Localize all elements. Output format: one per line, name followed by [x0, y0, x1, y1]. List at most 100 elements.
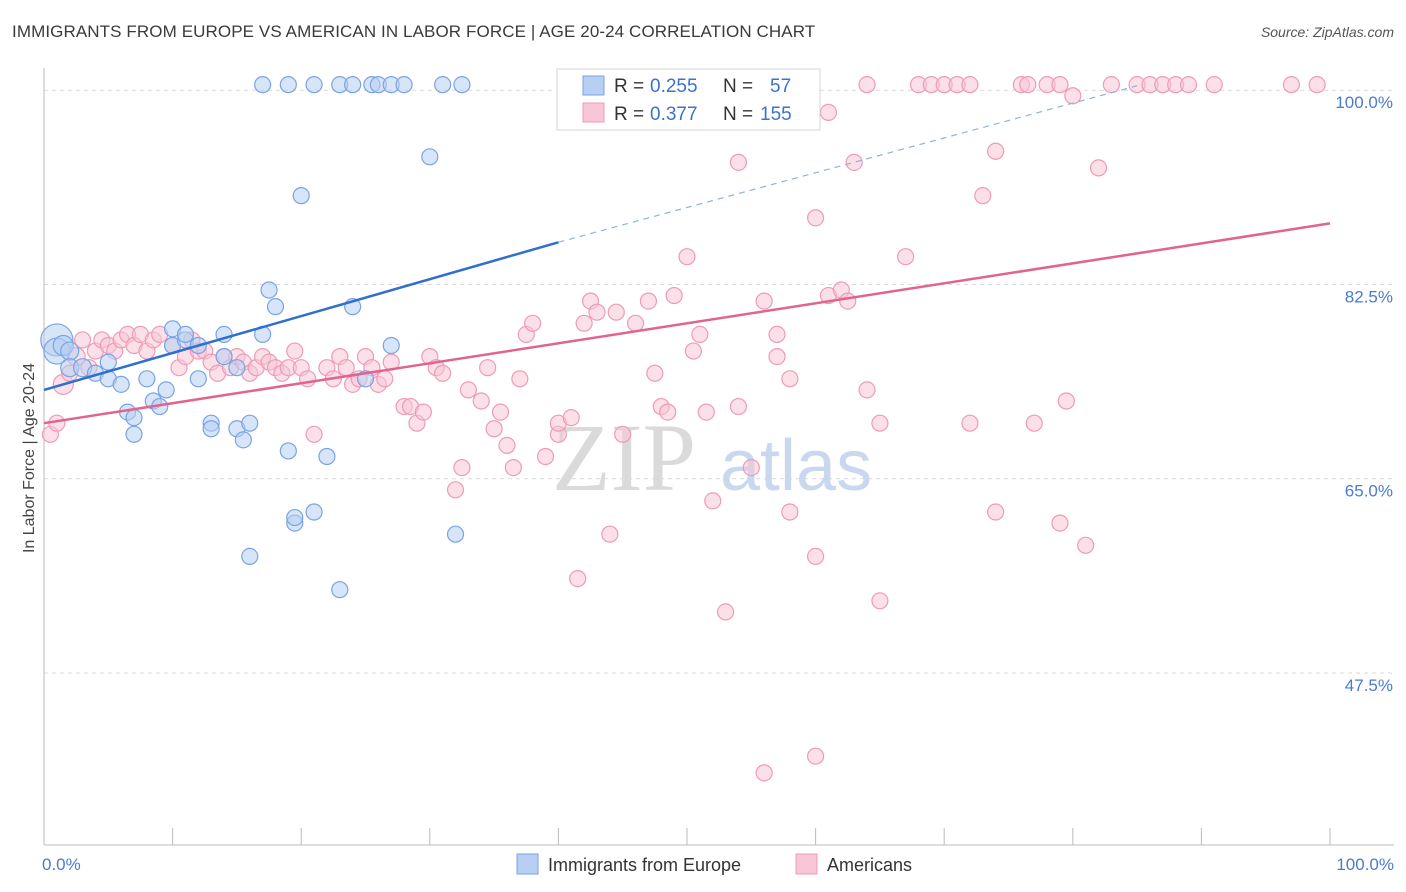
data-point — [1179, 76, 1198, 94]
data-point — [305, 503, 323, 521]
data-point — [729, 153, 748, 171]
data-point — [189, 370, 207, 388]
data-point — [1064, 87, 1082, 105]
data-point — [524, 314, 542, 332]
data-point — [961, 414, 979, 432]
data-point — [376, 370, 394, 388]
data-point — [1102, 76, 1120, 94]
data-point — [318, 447, 336, 466]
data-point — [479, 359, 497, 377]
data-point — [768, 325, 786, 343]
data-point — [504, 459, 522, 477]
data-point — [575, 314, 593, 332]
data-point — [961, 76, 979, 94]
data-point — [234, 431, 252, 449]
data-point — [1205, 76, 1223, 94]
data-point — [806, 547, 825, 566]
data-point — [742, 459, 760, 477]
legend-r-label-americans: R = — [614, 104, 644, 125]
data-point — [279, 76, 297, 94]
data-point — [241, 414, 259, 432]
trend-line-europe-extension — [558, 85, 1138, 243]
y-tick-label: 100.0% — [1335, 93, 1393, 112]
data-point — [588, 303, 606, 321]
data-point — [125, 409, 143, 427]
data-point — [485, 420, 503, 438]
data-point — [665, 286, 683, 305]
series-points-americans — [41, 76, 1326, 782]
grid-lines — [44, 89, 1394, 674]
data-point — [60, 341, 80, 361]
data-point — [1051, 76, 1069, 94]
x-tick-marks — [172, 828, 1331, 845]
data-point — [138, 370, 156, 388]
data-point — [395, 76, 413, 94]
data-point — [697, 403, 715, 421]
data-point — [446, 481, 465, 499]
data-point — [453, 459, 471, 477]
data-point — [659, 403, 677, 421]
data-point — [871, 414, 889, 432]
data-point — [974, 187, 992, 205]
data-point — [414, 403, 432, 421]
y-tick-label: 82.5% — [1345, 287, 1393, 306]
data-point — [684, 342, 703, 360]
data-point — [678, 248, 696, 266]
data-point — [472, 392, 490, 410]
legend-n-label-europe: N = — [723, 76, 753, 97]
y-tick-label: 47.5% — [1345, 676, 1393, 695]
data-point — [125, 425, 143, 443]
legend-swatch-europe — [582, 75, 605, 96]
data-point — [768, 348, 786, 366]
data-point — [73, 331, 92, 349]
data-point — [781, 370, 799, 388]
data-point — [987, 142, 1005, 160]
data-point — [241, 547, 259, 566]
trend-lines — [43, 85, 1331, 425]
data-point — [305, 425, 323, 443]
data-point — [614, 425, 632, 443]
data-point — [1282, 76, 1301, 94]
data-point — [601, 525, 619, 543]
chart-source: Source: ZipAtlas.com — [1260, 24, 1394, 40]
data-point — [871, 592, 889, 610]
data-point — [562, 409, 580, 427]
data-point — [202, 420, 220, 438]
data-point — [99, 353, 117, 371]
data-point — [819, 103, 838, 122]
axes — [43, 68, 1394, 846]
data-point — [446, 525, 465, 543]
x-tick-label-max: 100.0% — [1336, 855, 1394, 874]
data-point — [1077, 536, 1095, 554]
data-point — [716, 603, 735, 621]
data-point — [729, 397, 748, 416]
data-point — [459, 381, 477, 399]
x-tick-label-min: 0.0% — [42, 855, 81, 874]
data-point — [858, 381, 876, 399]
data-point — [260, 281, 278, 299]
data-point — [286, 342, 304, 360]
legend-r-value-americans: 0.377 — [650, 104, 698, 125]
data-point — [215, 348, 233, 366]
legend-swatch-americans — [582, 102, 605, 123]
data-point — [536, 447, 555, 466]
data-point — [292, 187, 310, 205]
trend-line-europe — [43, 241, 559, 392]
y-axis-label: In Labor Force | Age 20-24 — [21, 363, 38, 553]
data-points — [40, 76, 1326, 782]
chart-title: IMMIGRANTS FROM EUROPE VS AMERICAN IN LA… — [12, 22, 816, 41]
bottom-legend: Immigrants from Europe Americans — [516, 853, 912, 875]
data-point — [755, 292, 773, 310]
data-point — [434, 364, 452, 382]
legend-n-value-europe: 57 — [770, 76, 791, 97]
bottom-legend-label-europe: Immigrants from Europe — [548, 855, 741, 875]
data-point — [176, 325, 195, 343]
data-point — [157, 381, 175, 399]
bottom-legend-swatch-europe — [516, 853, 539, 875]
watermark-atlas: atlas — [720, 426, 872, 506]
data-point — [344, 76, 362, 94]
data-point — [845, 153, 863, 171]
data-point — [254, 76, 272, 94]
data-point — [337, 359, 355, 377]
data-point — [491, 403, 510, 421]
